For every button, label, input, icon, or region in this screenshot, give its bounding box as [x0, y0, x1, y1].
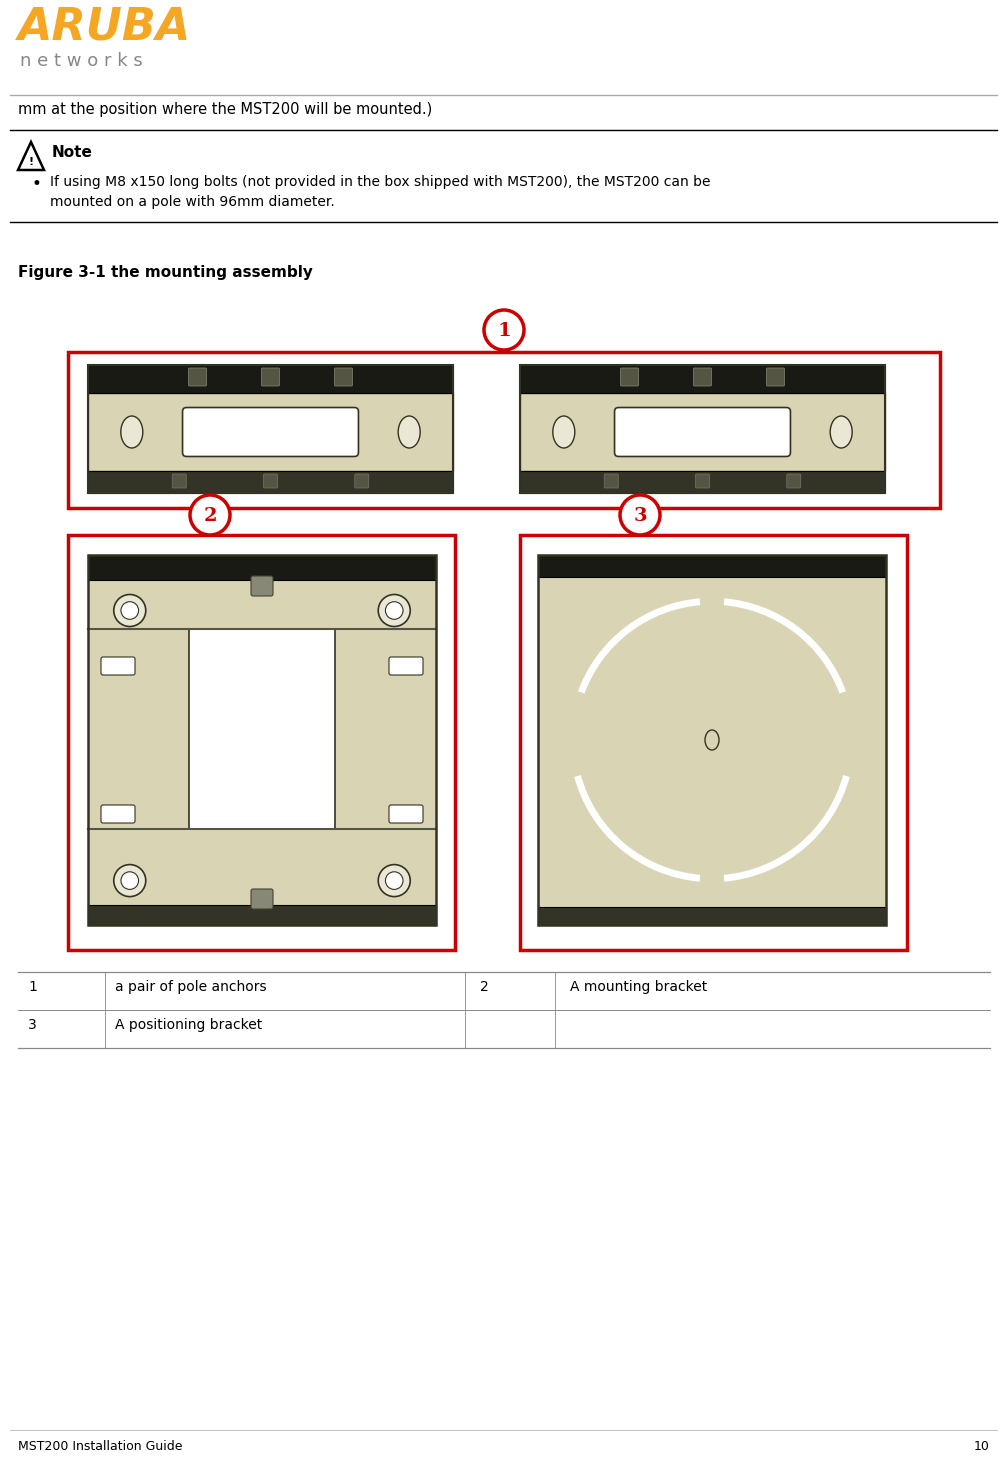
Bar — [520, 393, 885, 471]
Circle shape — [620, 496, 660, 535]
Text: 3: 3 — [28, 1018, 36, 1033]
FancyBboxPatch shape — [251, 577, 273, 596]
Ellipse shape — [830, 416, 852, 449]
Circle shape — [484, 310, 524, 350]
Bar — [520, 365, 885, 493]
Text: MST200 Installation Guide: MST200 Installation Guide — [18, 1440, 182, 1453]
Text: 2: 2 — [480, 980, 488, 994]
FancyBboxPatch shape — [694, 368, 712, 385]
FancyBboxPatch shape — [182, 407, 358, 456]
Text: If using M8 x150 long bolts (not provided in the box shipped with MST200), the M: If using M8 x150 long bolts (not provide… — [50, 175, 711, 188]
Bar — [538, 555, 886, 577]
FancyBboxPatch shape — [614, 407, 790, 456]
Bar — [520, 365, 885, 393]
Text: n e t w o r k s: n e t w o r k s — [20, 51, 143, 71]
Bar — [88, 905, 436, 925]
Bar — [538, 577, 886, 908]
FancyBboxPatch shape — [264, 474, 278, 488]
FancyBboxPatch shape — [389, 658, 423, 675]
Bar — [520, 471, 885, 493]
Text: •: • — [32, 175, 42, 193]
Ellipse shape — [705, 730, 719, 750]
Text: A mounting bracket: A mounting bracket — [570, 980, 707, 994]
Bar — [88, 580, 436, 905]
Bar — [88, 365, 453, 393]
FancyBboxPatch shape — [620, 368, 638, 385]
Circle shape — [114, 594, 146, 627]
Text: 10: 10 — [974, 1440, 990, 1453]
Circle shape — [121, 872, 139, 890]
Bar — [88, 393, 453, 471]
Circle shape — [114, 865, 146, 897]
Bar — [68, 352, 940, 507]
FancyBboxPatch shape — [786, 474, 801, 488]
FancyBboxPatch shape — [188, 368, 206, 385]
FancyBboxPatch shape — [172, 474, 186, 488]
FancyBboxPatch shape — [354, 474, 369, 488]
Circle shape — [386, 602, 403, 619]
FancyBboxPatch shape — [101, 805, 135, 822]
Text: Figure 3-1 the mounting assembly: Figure 3-1 the mounting assembly — [18, 265, 313, 279]
FancyBboxPatch shape — [766, 368, 784, 385]
Text: mm at the position where the MST200 will be mounted.): mm at the position where the MST200 will… — [18, 101, 432, 118]
Bar — [538, 908, 886, 925]
Circle shape — [379, 594, 410, 627]
Circle shape — [121, 602, 139, 619]
Bar — [520, 535, 907, 950]
Bar — [88, 365, 453, 493]
Text: 1: 1 — [497, 322, 511, 340]
Ellipse shape — [553, 416, 575, 449]
FancyBboxPatch shape — [389, 805, 423, 822]
Text: !: ! — [28, 157, 33, 168]
Text: mounted on a pole with 96mm diameter.: mounted on a pole with 96mm diameter. — [50, 196, 334, 209]
Bar — [88, 555, 436, 925]
Circle shape — [379, 865, 410, 897]
Ellipse shape — [121, 416, 143, 449]
Text: 3: 3 — [633, 507, 646, 525]
FancyBboxPatch shape — [101, 658, 135, 675]
Text: A positioning bracket: A positioning bracket — [115, 1018, 262, 1033]
Text: a pair of pole anchors: a pair of pole anchors — [115, 980, 267, 994]
FancyBboxPatch shape — [604, 474, 618, 488]
Text: Note: Note — [52, 146, 93, 160]
Text: 2: 2 — [203, 507, 217, 525]
Circle shape — [190, 496, 230, 535]
FancyBboxPatch shape — [334, 368, 352, 385]
Circle shape — [386, 872, 403, 890]
Bar — [88, 555, 436, 580]
Bar — [88, 471, 453, 493]
FancyBboxPatch shape — [262, 368, 280, 385]
Ellipse shape — [398, 416, 420, 449]
Bar — [68, 535, 455, 950]
Bar — [538, 555, 886, 925]
FancyBboxPatch shape — [251, 888, 273, 909]
FancyBboxPatch shape — [696, 474, 710, 488]
Bar — [189, 630, 335, 828]
Text: ARUBA: ARUBA — [18, 4, 191, 49]
Text: 1: 1 — [28, 980, 37, 994]
